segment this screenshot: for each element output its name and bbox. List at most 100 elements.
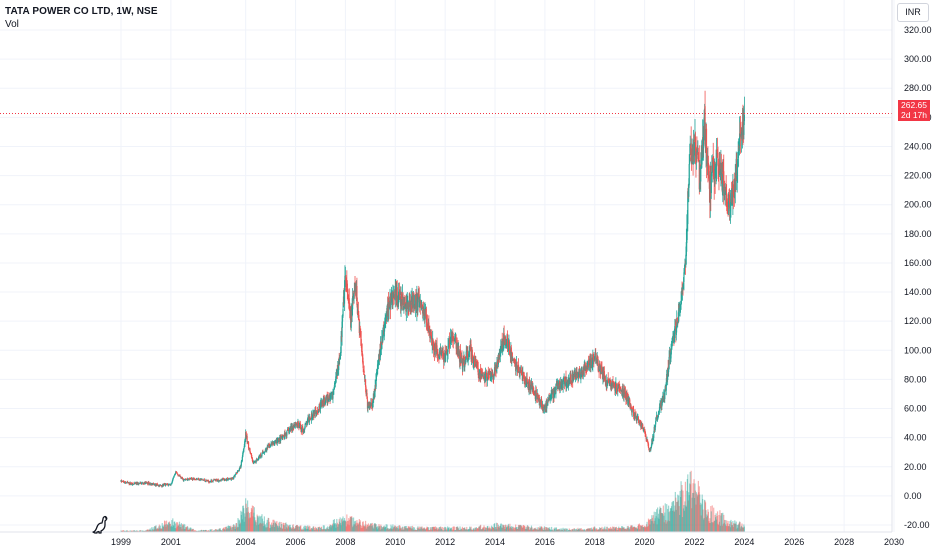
volume-bar bbox=[322, 525, 324, 532]
volume-bar bbox=[633, 526, 635, 532]
volume-bar bbox=[507, 524, 509, 532]
volume-bar bbox=[645, 527, 647, 532]
volume-bar bbox=[289, 524, 291, 532]
volume-bar bbox=[712, 522, 714, 532]
volume-bar bbox=[443, 527, 445, 532]
volume-bar bbox=[514, 527, 516, 532]
candle-body bbox=[474, 359, 476, 362]
volume-bar bbox=[181, 529, 183, 532]
volume-bar bbox=[375, 524, 377, 532]
volume-bar bbox=[257, 517, 259, 532]
volume-bar bbox=[260, 523, 263, 532]
candle-body bbox=[697, 152, 699, 162]
volume-bar bbox=[561, 530, 563, 532]
dinosaur-logo-icon[interactable] bbox=[90, 513, 112, 535]
candle-body bbox=[255, 459, 257, 463]
candle-body bbox=[398, 291, 400, 293]
volume-bar bbox=[572, 529, 574, 532]
volume-bar bbox=[171, 526, 173, 532]
candle-body bbox=[646, 439, 649, 443]
volume-bar bbox=[389, 528, 392, 532]
candle-body bbox=[661, 402, 663, 407]
candle-body bbox=[344, 275, 346, 287]
volume-bar bbox=[565, 528, 568, 532]
candle-body bbox=[380, 342, 382, 349]
candle-body bbox=[708, 170, 710, 178]
volume-bar bbox=[596, 530, 598, 532]
y-tick-label: 180.00 bbox=[904, 229, 932, 239]
volume-bar bbox=[324, 529, 326, 532]
candle-body bbox=[123, 482, 125, 483]
volume-bar bbox=[323, 529, 325, 532]
volume-bar bbox=[699, 504, 701, 532]
volume-bar bbox=[358, 519, 360, 532]
candle-body bbox=[361, 346, 363, 353]
volume-bar bbox=[323, 525, 325, 532]
volume-bar bbox=[543, 527, 545, 532]
volume-bar bbox=[505, 527, 508, 532]
y-tick-label: 160.00 bbox=[904, 258, 932, 268]
candle-body bbox=[732, 186, 734, 195]
volume-bar bbox=[606, 526, 608, 532]
candle-body bbox=[519, 371, 521, 377]
volume-bar bbox=[221, 530, 223, 532]
candle-body bbox=[636, 416, 639, 418]
volume-bar bbox=[269, 527, 271, 532]
candle-body bbox=[130, 483, 133, 485]
volume-bar bbox=[632, 527, 634, 532]
volume-bar bbox=[401, 529, 403, 532]
volume-bar bbox=[178, 524, 180, 532]
candle-body bbox=[300, 427, 302, 430]
candle-body bbox=[553, 393, 556, 397]
symbol-title[interactable]: TATA POWER CO LTD, 1W, NSE bbox=[5, 6, 158, 17]
volume-bar bbox=[708, 521, 710, 532]
volume-bar bbox=[659, 506, 661, 532]
candle-body bbox=[529, 382, 531, 391]
volume-bar bbox=[445, 528, 448, 532]
volume-bar bbox=[464, 527, 466, 532]
candle-body bbox=[361, 350, 363, 355]
candle-body bbox=[198, 478, 200, 481]
volume-bar bbox=[326, 528, 328, 532]
candle-body bbox=[212, 480, 214, 482]
volume-bar bbox=[317, 527, 320, 532]
volume-bar bbox=[650, 520, 652, 532]
candle-body bbox=[362, 354, 364, 363]
volume-bar bbox=[569, 530, 571, 532]
candle-body bbox=[493, 367, 496, 374]
volume-bar bbox=[531, 530, 534, 532]
volume-bar bbox=[182, 524, 184, 532]
candle-body bbox=[437, 354, 439, 356]
volume-label[interactable]: Vol bbox=[5, 19, 19, 30]
volume-bar bbox=[672, 501, 674, 532]
volume-bar bbox=[516, 527, 518, 532]
candle-body bbox=[655, 421, 657, 425]
volume-bar bbox=[284, 529, 286, 532]
volume-bar bbox=[383, 526, 385, 532]
volume-bar bbox=[336, 522, 338, 532]
candle-body bbox=[353, 293, 355, 294]
candle-body bbox=[647, 443, 650, 448]
candle-body bbox=[528, 381, 531, 383]
candle-body bbox=[229, 478, 231, 479]
volume-bar bbox=[328, 527, 330, 532]
volume-bar bbox=[420, 526, 422, 532]
volume-bar bbox=[359, 521, 361, 532]
volume-bar bbox=[467, 528, 469, 532]
volume-bar bbox=[732, 521, 734, 532]
volume-bar bbox=[554, 530, 557, 532]
volume-bar bbox=[633, 527, 635, 532]
currency-button[interactable]: INR bbox=[897, 3, 929, 22]
volume-bar bbox=[736, 524, 738, 532]
volume-bar bbox=[372, 525, 374, 532]
volume-bar bbox=[340, 519, 343, 532]
volume-bar bbox=[194, 529, 196, 532]
candle-body bbox=[640, 422, 642, 428]
candle-body bbox=[363, 370, 365, 374]
volume-bar bbox=[671, 502, 673, 532]
candle-body bbox=[601, 367, 603, 372]
volume-bar bbox=[423, 527, 425, 532]
candle-body bbox=[366, 392, 368, 399]
volume-bar bbox=[456, 526, 458, 532]
